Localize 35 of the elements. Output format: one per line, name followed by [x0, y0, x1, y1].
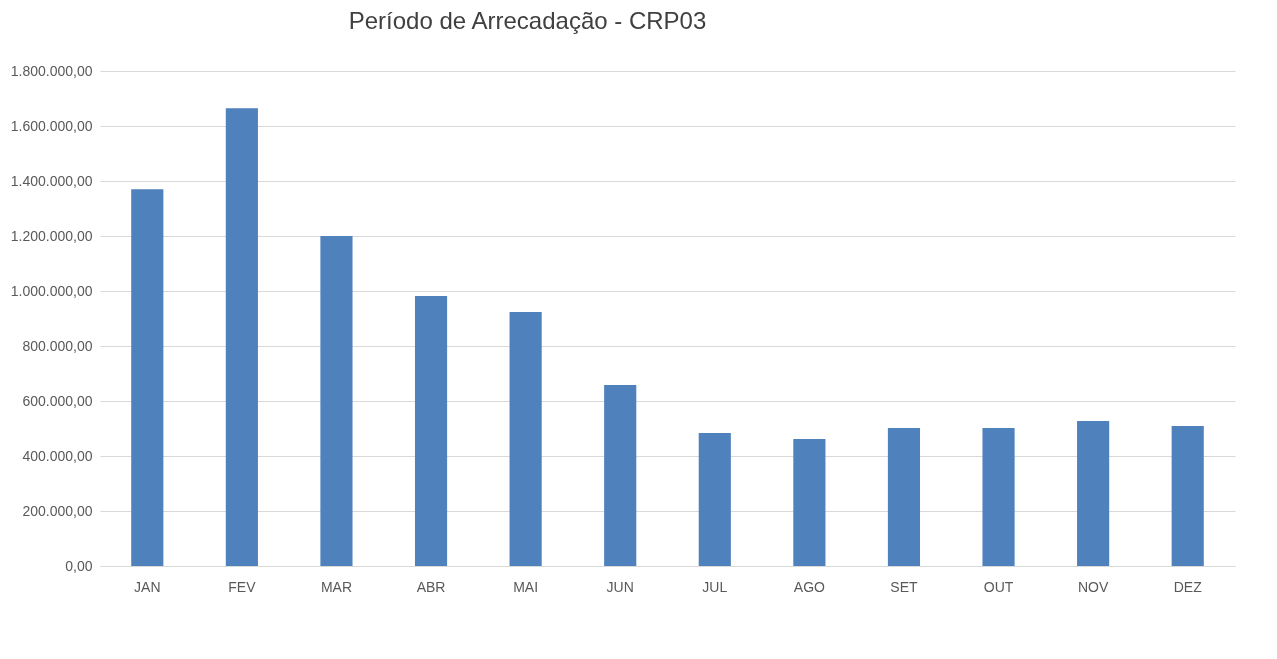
bar [698, 432, 731, 566]
bar [793, 438, 826, 566]
y-tick-label: 800.000,00 [22, 337, 93, 354]
bar [604, 385, 637, 566]
x-tick-label: JUL [702, 578, 728, 595]
x-tick-label: JUN [606, 578, 634, 595]
bar [414, 295, 448, 566]
y-tick-label: 200.000,00 [22, 502, 93, 519]
x-tick-label: JAN [134, 578, 161, 595]
x-tick-label: FEV [228, 578, 257, 595]
bar [1171, 426, 1204, 566]
y-tick-label: 400.000,00 [22, 447, 93, 464]
x-tick-label: AGO [793, 578, 826, 595]
bar [225, 108, 258, 566]
bar [509, 311, 542, 566]
y-tick-label: 1.800.000,00 [10, 62, 93, 79]
x-tick-label: SET [890, 578, 919, 595]
x-tick-label: DEZ [1173, 578, 1203, 595]
chart-title: Período de Arrecadação - CRP03 [348, 7, 707, 34]
y-tick-label: 1.600.000,00 [10, 117, 93, 134]
bar [131, 189, 164, 566]
y-tick-label: 1.000.000,00 [10, 282, 93, 299]
x-tick-label: ABR [416, 578, 446, 595]
x-tick-label: MAI [513, 578, 539, 595]
bar [320, 236, 353, 566]
bar [887, 427, 921, 566]
x-tick-label: NOV [1077, 578, 1109, 595]
bar [1077, 421, 1110, 566]
y-tick-label: 0,00 [65, 557, 93, 574]
x-tick-label: MAR [320, 578, 353, 595]
y-tick-label: 600.000,00 [22, 392, 93, 409]
x-tick-label: OUT [983, 578, 1014, 595]
y-tick-label: 1.200.000,00 [10, 227, 93, 244]
y-tick-label: 1.400.000,00 [10, 172, 93, 189]
bar [982, 427, 1015, 566]
